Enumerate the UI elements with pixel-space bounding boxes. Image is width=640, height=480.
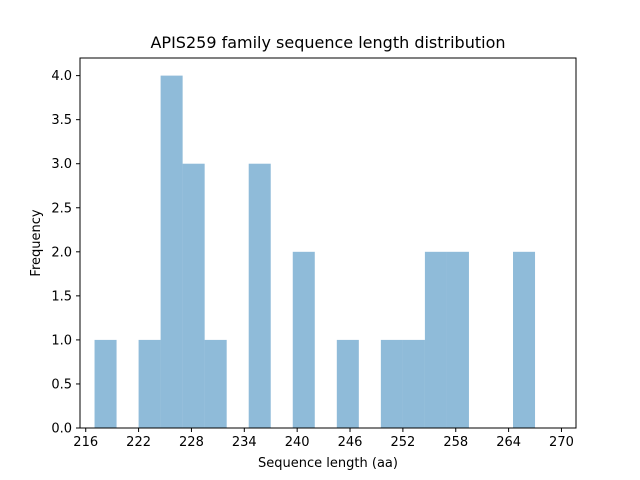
y-tick-label: 2.0 — [51, 245, 72, 260]
histogram-bar-13 — [380, 339, 403, 428]
y-tick-label: 2.5 — [51, 201, 72, 216]
y-axis-label: Frequency — [29, 209, 44, 276]
y-axis-ticks: 0.0 0.5 1.0 1.5 2.0 2.5 3.0 3.5 4.0 — [51, 69, 80, 437]
histogram-bar-7 — [248, 163, 271, 428]
x-tick-label: 216 — [73, 435, 98, 450]
y-tick-label: 0.0 — [51, 422, 72, 437]
histogram-bar-0 — [94, 339, 117, 428]
histogram-bar-15 — [424, 251, 447, 428]
x-tick-label: 270 — [549, 435, 574, 450]
x-tick-label: 240 — [285, 435, 310, 450]
histogram-bar-16 — [446, 251, 469, 428]
x-tick-label: 252 — [390, 435, 415, 450]
histogram-bar-4 — [182, 163, 205, 428]
y-tick-label: 1.0 — [51, 333, 72, 348]
histogram-bar-3 — [160, 75, 183, 429]
x-tick-label: 258 — [443, 435, 468, 450]
y-tick-label: 4.0 — [51, 69, 72, 84]
y-tick-label: 0.5 — [51, 377, 72, 392]
x-tick-label: 264 — [496, 435, 521, 450]
chart-title: APIS259 family sequence length distribut… — [150, 33, 505, 52]
histogram-bar-9 — [292, 251, 315, 428]
x-tick-label: 228 — [179, 435, 204, 450]
plot-frame — [79, 57, 577, 429]
y-tick-label: 3.5 — [51, 113, 72, 128]
x-tick-label: 234 — [232, 435, 257, 450]
bars-group — [94, 75, 536, 429]
histogram-bar-19 — [513, 251, 536, 428]
histogram-bar-5 — [204, 339, 227, 428]
x-axis-label: Sequence length (aa) — [258, 456, 398, 471]
x-axis-ticks: 216 222 228 234 240 246 252 258 264 270 — [73, 428, 574, 450]
histogram-bar-14 — [402, 339, 425, 428]
y-tick-label: 1.5 — [51, 289, 72, 304]
histogram-bar-11 — [336, 339, 359, 428]
x-tick-label: 222 — [126, 435, 151, 450]
histogram-bar-2 — [138, 339, 161, 428]
x-tick-label: 246 — [338, 435, 363, 450]
y-tick-label: 3.0 — [51, 157, 72, 172]
